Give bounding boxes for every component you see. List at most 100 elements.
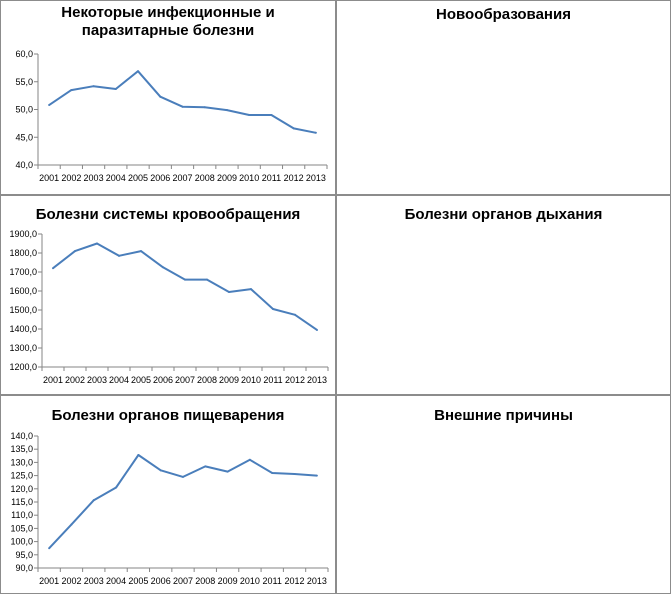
data-point <box>228 290 230 293</box>
y-tick-label: 135,0 <box>10 444 33 454</box>
data-point <box>96 242 98 245</box>
data-point <box>316 328 318 331</box>
y-tick-label: 105,0 <box>10 523 33 533</box>
data-point <box>137 70 140 73</box>
x-tick-label: 2012 <box>284 173 304 183</box>
x-tick-label: 2010 <box>240 576 260 586</box>
data-point <box>162 266 164 269</box>
data-point <box>184 278 186 281</box>
y-tick-label: 1800,0 <box>9 248 37 258</box>
chart-plot: 100,0105,0110,0115,0120,0125,0130,0135,0… <box>337 196 671 396</box>
data-point <box>182 475 184 478</box>
data-point <box>248 114 251 117</box>
y-tick-label: 50,0 <box>15 105 33 115</box>
x-tick-label: 2004 <box>106 576 126 586</box>
series-line <box>52 242 318 331</box>
x-tick-label: 2002 <box>65 375 85 385</box>
data-point <box>115 486 118 489</box>
data-point <box>159 95 162 98</box>
x-tick-label: 2005 <box>131 375 151 385</box>
x-tick-label: 2007 <box>173 576 193 586</box>
data-point <box>92 499 95 502</box>
x-tick-label: 2008 <box>195 576 215 586</box>
data-point <box>250 288 252 291</box>
y-tick-label: 1400,0 <box>9 324 37 334</box>
series-line <box>48 70 317 134</box>
x-tick-label: 2009 <box>218 576 238 586</box>
chart-panel-respiratory: Болезни органов дыхания 100,0105,0110,01… <box>336 195 671 395</box>
data-point <box>140 250 142 253</box>
x-tick-label: 2004 <box>106 173 126 183</box>
chart-panel-infectious: Некоторые инфекционные и паразитарные бо… <box>0 0 336 195</box>
y-tick-label: 1600,0 <box>9 286 37 296</box>
data-point <box>203 106 206 109</box>
data-point <box>114 87 117 90</box>
data-point <box>70 89 73 92</box>
chart-plot: 1200,0 1300,0 1400,0 1500,0 1600,0 1700,0 1800… <box>9 229 329 385</box>
chart-title-line: паразитарные болезни <box>81 22 255 39</box>
chart-panel-external-causes: Внешние причины 250,0300,0350,0400,0450,… <box>336 395 671 594</box>
data-point <box>159 469 162 472</box>
chart-title-line: Некоторые инфекционные и <box>61 4 275 21</box>
x-tick-label: 2008 <box>195 173 215 183</box>
y-tick-label: 130,0 <box>10 457 33 467</box>
y-tick-label: 1700,0 <box>9 267 37 277</box>
y-tick-label: 45,0 <box>15 132 33 142</box>
x-tick-label: 2009 <box>219 375 239 385</box>
x-tick-label: 2001 <box>39 576 59 586</box>
data-point <box>204 465 207 468</box>
x-tick-label: 2004 <box>109 375 129 385</box>
data-point <box>52 267 54 270</box>
y-tick-label: 90,0 <box>15 563 33 573</box>
x-tick-label: 2005 <box>128 173 148 183</box>
data-point <box>294 313 296 316</box>
chart-panel-digestive: Болезни органов пищеварения 90,0 95,0 100,… <box>0 395 336 594</box>
data-point <box>74 250 76 253</box>
data-point <box>48 104 51 107</box>
x-tick-label: 2008 <box>197 375 217 385</box>
x-tick-label: 2007 <box>175 375 195 385</box>
y-tick-label: 125,0 <box>10 471 33 481</box>
x-tick-label: 2011 <box>262 173 281 183</box>
series-line <box>48 454 317 549</box>
data-point <box>92 85 95 88</box>
data-point <box>226 470 229 473</box>
data-point <box>181 105 184 108</box>
chart-title-line: Новообразования <box>436 6 571 23</box>
y-tick-label: 40,0 <box>15 160 33 170</box>
data-point <box>292 127 295 130</box>
x-tick-label: 2003 <box>84 576 104 586</box>
x-tick-label: 2001 <box>39 173 59 183</box>
chart-title: Болезни органов пищеварения <box>1 407 335 425</box>
chart-panel-neoplasms: Новообразования 400,0402,0404,0406,0408,… <box>336 0 671 195</box>
x-tick-label: 2013 <box>306 173 326 183</box>
x-tick-label: 2003 <box>84 173 104 183</box>
chart-panel-circulatory: Болезни системы кровообращения 1200,0 130… <box>0 195 336 395</box>
chart-title-line: Болезни органов дыхания <box>404 206 603 223</box>
chart-plot: 400,0402,0404,0406,0408,0410,0412,0414,0… <box>337 1 671 196</box>
x-tick-label: 2005 <box>128 576 148 586</box>
x-tick-label: 2003 <box>87 375 107 385</box>
data-point <box>271 471 274 474</box>
data-point <box>314 131 317 134</box>
y-tick-label: 55,0 <box>15 77 33 87</box>
y-tick-label: 110,0 <box>11 510 33 520</box>
x-tick-label: 2002 <box>61 173 81 183</box>
data-point <box>137 454 140 457</box>
y-tick-label: 1900,0 <box>9 229 37 239</box>
data-point <box>225 109 228 112</box>
chart-title: Некоторые инфекционные и паразитарные бо… <box>1 4 335 40</box>
y-tick-label: 140,0 <box>10 431 33 441</box>
chart-title: Болезни системы кровообращения <box>1 206 335 224</box>
x-tick-label: 2010 <box>241 375 261 385</box>
chart-plot: 250,0300,0350,0400,0450,0500,02001200220… <box>337 396 671 595</box>
y-tick-label: 100,0 <box>10 537 33 547</box>
x-tick-label: 2013 <box>307 576 327 586</box>
y-tick-label: 95,0 <box>15 550 33 560</box>
data-point <box>270 114 273 117</box>
x-tick-label: 2012 <box>285 375 305 385</box>
x-tick-label: 2006 <box>150 173 170 183</box>
x-tick-label: 2011 <box>263 576 282 586</box>
y-tick-label: 1200,0 <box>9 362 37 372</box>
data-point <box>248 458 251 461</box>
